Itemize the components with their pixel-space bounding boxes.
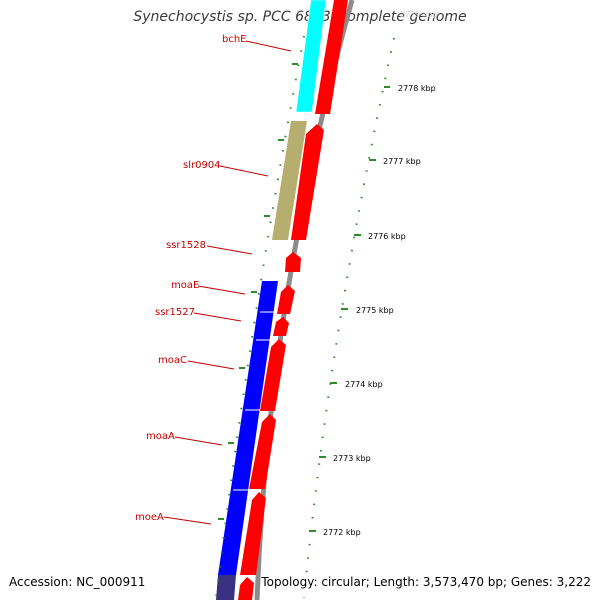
tick-label-2776: 2776 kbp [368,232,406,241]
genome-summary: Topology: circular; Length: 3,573,470 bp… [261,575,591,589]
cds-arrow-9 [238,577,254,600]
gene-label-moaA: moaA [146,431,175,442]
cds-arrow-5 [273,317,289,336]
outer-tick-track [303,37,395,599]
gene-label-moaE: moaE [171,280,199,291]
cds-arrow-4 [277,285,295,314]
tick-label-2775: 2775 kbp [356,306,394,315]
gene-label-moeA: moeA [135,512,164,523]
gene-label-slr0904: slr0904 [183,160,221,171]
cds-arrow-3 [285,252,301,272]
map-title: Synechocystis sp. PCC 6803, complete gen… [133,9,467,25]
tick-label-2778: 2778 kbp [398,84,436,93]
feature-dark-block [216,575,236,600]
tick-label-2777: 2777 kbp [383,157,421,166]
cds-arrow-1 [315,0,348,114]
gene-label-ssr1528: ssr1528 [166,240,206,251]
cds-arrow-7 [249,414,276,489]
accession-label: Accession: NC_000911 [9,575,146,589]
cds-arrow-2 [291,124,324,240]
gene-label-moaC: moaC [158,355,187,366]
cds-arrow-8 [240,492,266,575]
feature-slr0904 [272,121,307,240]
gene-label-bchE: bchE [222,34,247,45]
tick-label-2772: 2772 kbp [323,528,361,537]
cds-arrow-6 [260,339,286,411]
gene-label-ssr1527: ssr1527 [155,307,195,318]
feature-bchE [295,0,327,113]
tick-label-2774: 2774 kbp [345,380,383,389]
tick-label-faded: 2779 kbp [400,10,438,19]
feature-blue-block [218,281,278,575]
tick-label-2773: 2773 kbp [333,454,371,463]
